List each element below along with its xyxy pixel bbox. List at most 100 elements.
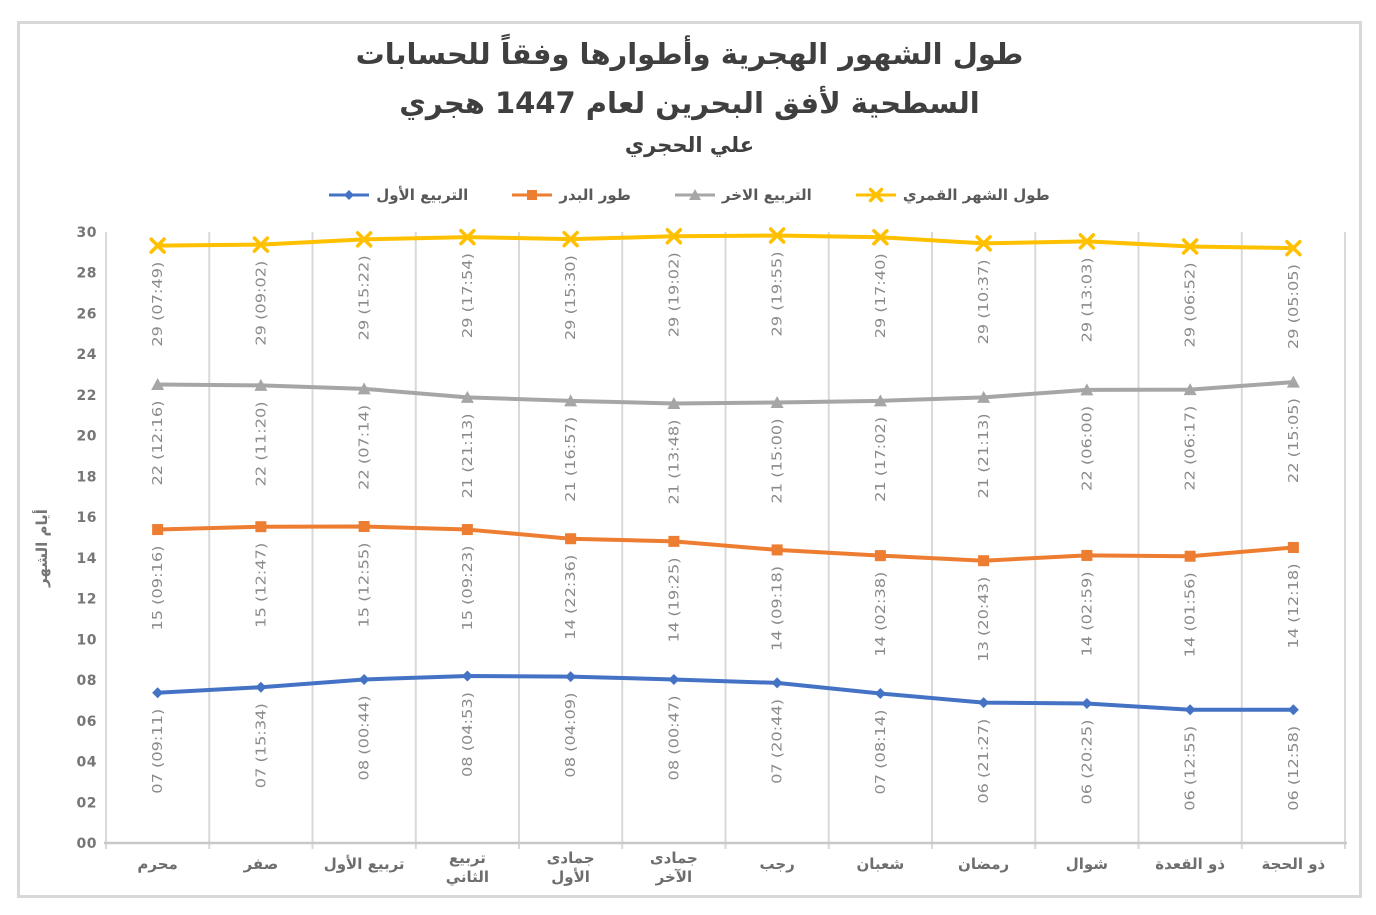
data-point-label: 29 (10:37) — [977, 259, 992, 344]
data-point-label: 13 (20:43) — [977, 577, 992, 662]
data-point-triangle-marker — [254, 378, 268, 391]
y-axis-tick-label: 00 — [77, 836, 97, 852]
legend-triangle-marker-icon — [674, 189, 715, 200]
legend-diamond-marker-icon — [329, 190, 370, 200]
legend-item: طور البدر — [512, 186, 631, 204]
legend-label: طول الشهر القمري — [902, 186, 1050, 204]
data-point-x-marker — [872, 229, 889, 246]
y-axis-tick-label: 24 — [77, 347, 97, 363]
data-point-triangle-marker — [151, 378, 165, 391]
x-axis-month-label: تربيع الأول — [324, 855, 405, 873]
x-axis-month-label: جمادى — [547, 849, 595, 867]
y-axis-tick-label: 10 — [77, 632, 97, 648]
series-square: 15 (09:16) 15 (12:47) 15 (12:55) 15 (09:23)… — [151, 521, 1302, 662]
data-point-triangle-marker — [667, 396, 681, 409]
x-axis-month-label: الثاني — [446, 868, 489, 886]
y-axis-tick-label: 02 — [77, 795, 97, 811]
data-point-triangle-marker — [770, 395, 784, 408]
data-point-x-marker — [355, 231, 373, 248]
data-point-triangle-marker — [873, 394, 887, 407]
y-axis-tick-label: 18 — [77, 469, 97, 485]
data-point-diamond-marker — [771, 677, 783, 689]
x-axis-month-label: جمادى — [650, 849, 698, 867]
legend-label: التربيع الاخر — [721, 186, 812, 204]
chart-title-block: طول الشهور الهجرية وأطوارها وفقاً للحساب… — [17, 30, 1362, 162]
legend-label: التربيع الأول — [376, 186, 469, 204]
x-axis-month-label: الأول — [551, 868, 590, 886]
data-point-label: 14 (01:56) — [1184, 572, 1199, 657]
y-axis-tick-label: 06 — [77, 714, 97, 730]
data-point-triangle-marker — [564, 394, 578, 407]
data-point-label: 22 (12:16) — [151, 401, 166, 486]
data-point-x-marker — [1285, 239, 1302, 257]
x-axis-month-label: رمضان — [958, 855, 1009, 873]
x-axis-month-label: صفر — [243, 855, 279, 873]
chart-title-line1: طول الشهور الهجرية وأطوارها وفقاً للحساب… — [355, 37, 1024, 71]
data-point-label: 22 (11:20) — [254, 401, 269, 486]
data-point-label: 29 (05:05) — [1287, 264, 1302, 349]
y-axis-tick-label: 16 — [77, 510, 97, 526]
chart-title-author: علي الحجري — [624, 133, 755, 157]
data-point-triangle-marker — [460, 390, 474, 403]
data-point-label: 06 (12:55) — [1184, 726, 1199, 811]
data-point-label: 29 (17:54) — [461, 253, 476, 338]
data-point-label: 07 (20:44) — [771, 699, 786, 784]
x-axis-month-label: محرم — [137, 855, 177, 873]
data-point-square-marker — [255, 521, 267, 533]
x-axis-month-label: الآخر — [655, 868, 692, 886]
data-point-label: 29 (06:52) — [1184, 262, 1199, 347]
data-point-x-marker — [459, 228, 476, 246]
data-point-x-marker — [1078, 233, 1096, 250]
data-point-label: 21 (21:13) — [977, 413, 992, 498]
data-point-label: 15 (09:16) — [151, 546, 166, 631]
data-point-label: 14 (22:36) — [564, 555, 579, 640]
data-point-label: 22 (06:17) — [1184, 406, 1199, 491]
data-point-x-marker — [252, 236, 270, 253]
series-line — [157, 524, 1294, 563]
data-point-square-marker — [527, 190, 538, 200]
data-point-label: 15 (09:23) — [461, 546, 476, 631]
data-point-triangle-marker — [1080, 383, 1094, 396]
data-point-triangle-marker — [977, 390, 991, 403]
data-point-square-marker — [978, 555, 990, 567]
data-point-diamond-marker — [461, 670, 473, 682]
data-point-x-marker — [665, 228, 683, 245]
data-point-x-marker — [149, 237, 166, 254]
data-point-label: 29 (17:40) — [874, 253, 889, 338]
data-point-label: 29 (13:03) — [1080, 257, 1095, 342]
y-axis-tick-label: 30 — [77, 225, 97, 241]
data-point-label: 08 (04:09) — [564, 693, 579, 778]
data-point-label: 14 (12:18) — [1287, 563, 1302, 648]
data-point-label: 22 (06:00) — [1080, 406, 1095, 491]
data-point-label: 29 (09:02) — [254, 261, 269, 346]
data-point-triangle-marker — [357, 382, 371, 395]
data-point-x-marker — [868, 187, 884, 203]
data-point-diamond-marker — [152, 687, 164, 699]
data-point-label: 22 (15:05) — [1287, 398, 1302, 483]
series-line — [157, 380, 1294, 406]
series-line — [157, 673, 1294, 712]
data-point-label: 21 (16:57) — [564, 417, 579, 502]
data-point-square-marker — [358, 521, 370, 533]
data-point-x-marker — [1181, 238, 1199, 255]
data-point-diamond-marker — [978, 697, 990, 709]
legend-item: التربيع الاخر — [674, 186, 812, 204]
data-point-label: 29 (07:49) — [151, 262, 166, 347]
data-point-label: 22 (07:14) — [358, 405, 373, 490]
data-point-label: 29 (15:22) — [358, 255, 373, 340]
data-point-label: 15 (12:55) — [358, 543, 373, 628]
x-axis-month-label: شوال — [1066, 855, 1108, 873]
legend-square-marker-icon — [512, 190, 553, 200]
legend-label: طور البدر — [559, 186, 631, 204]
series-line — [157, 233, 1294, 251]
data-point-square-marker — [461, 524, 473, 536]
data-point-label: 07 (09:11) — [151, 709, 166, 794]
data-point-label: 29 (19:55) — [771, 251, 786, 336]
chart-title-line2: السطحية لأفق البحرين لعام 1447 هجري — [399, 86, 980, 120]
data-point-triangle-marker — [1286, 375, 1300, 388]
data-point-label: 21 (15:00) — [771, 418, 786, 503]
legend-item: طول الشهر القمري — [855, 186, 1050, 204]
legend-item: التربيع الأول — [329, 186, 468, 204]
data-point-label: 14 (02:38) — [874, 572, 889, 657]
